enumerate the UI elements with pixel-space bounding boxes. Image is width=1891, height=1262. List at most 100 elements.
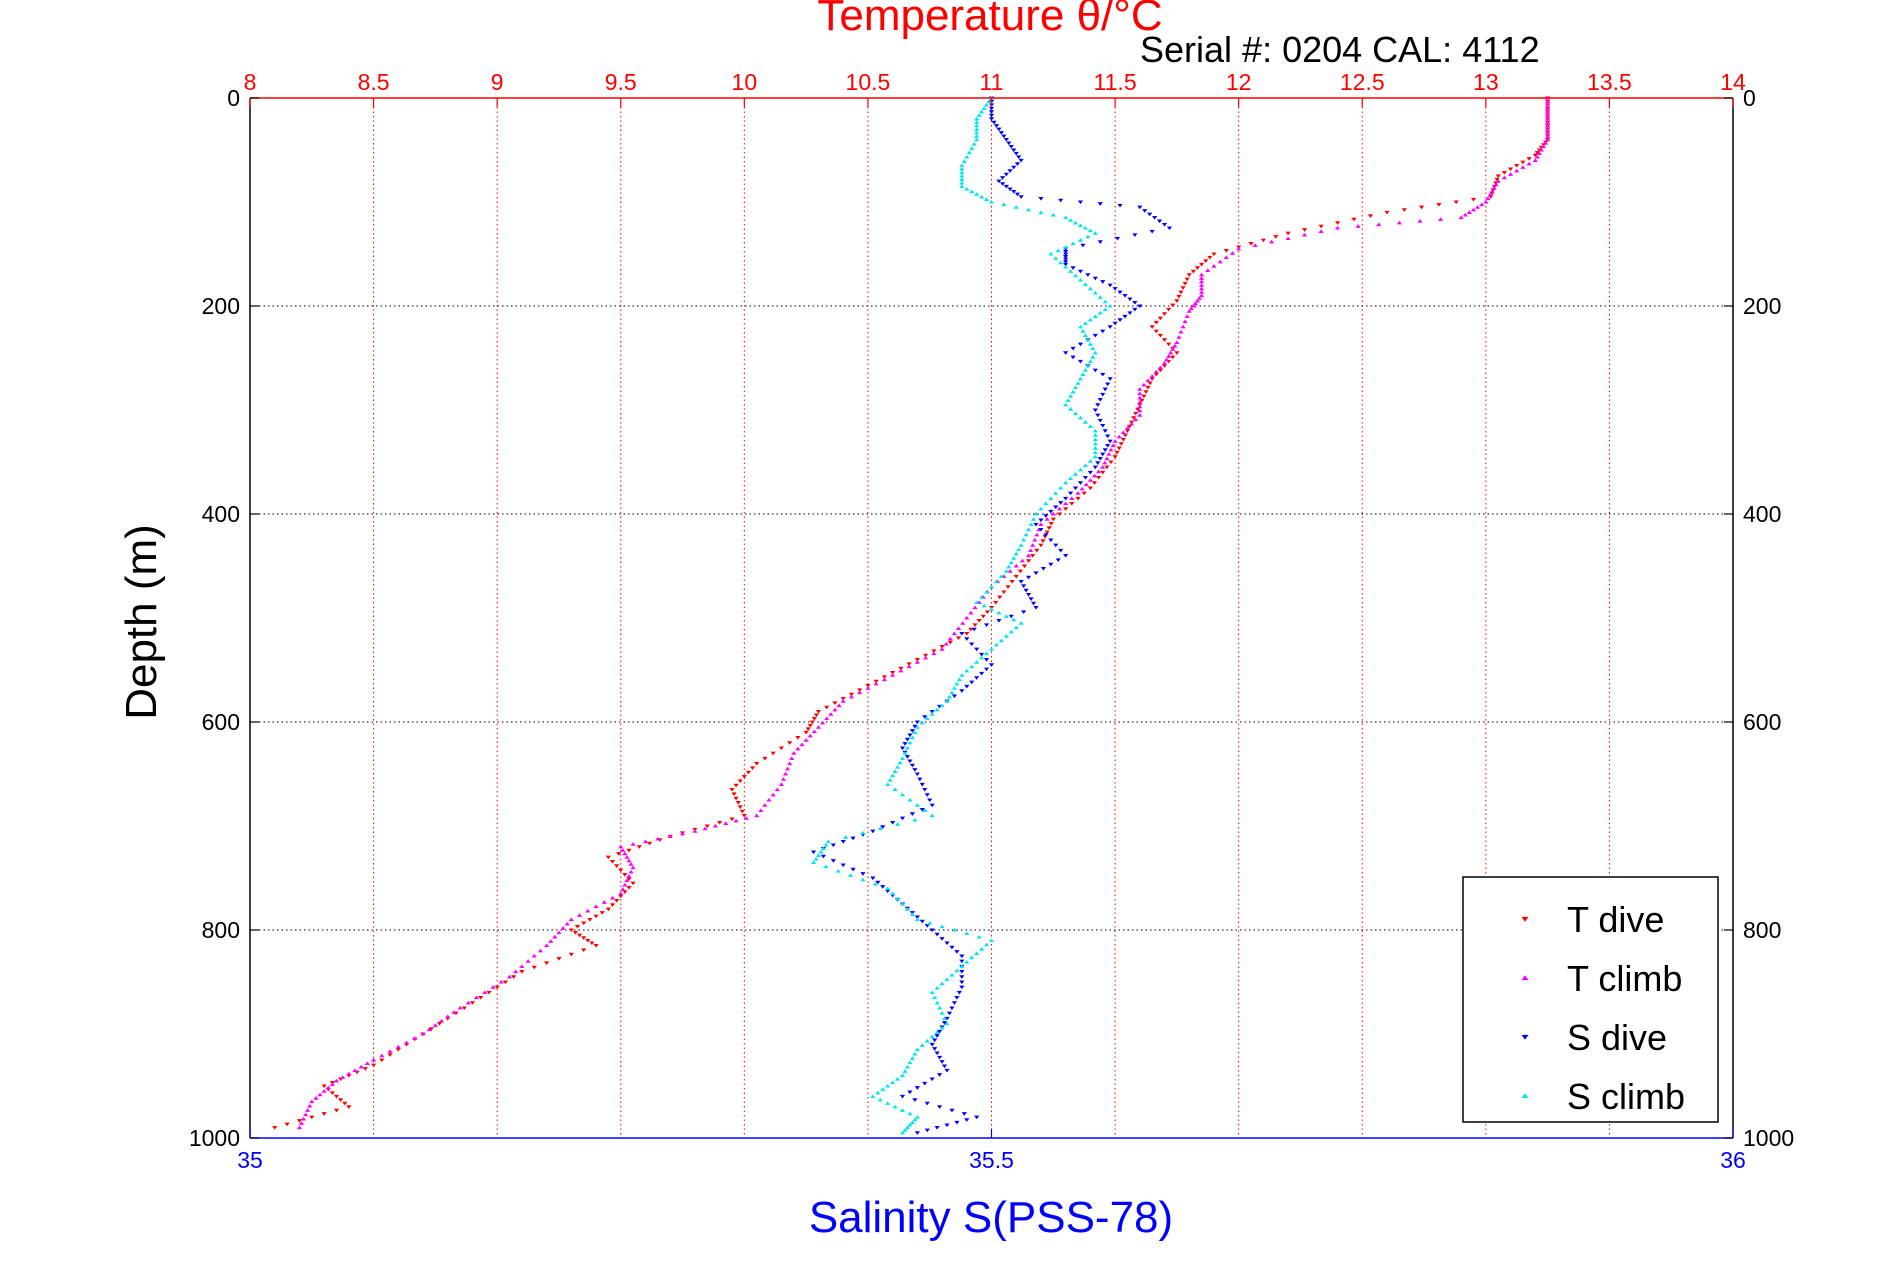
data-point [737, 779, 743, 784]
data-point [890, 1080, 896, 1085]
data-point [636, 845, 642, 849]
legend: T dive T climb S dive S climb [1462, 876, 1719, 1123]
data-point [605, 907, 611, 912]
data-point [1152, 216, 1158, 220]
data-point [626, 877, 632, 881]
data-point [1092, 454, 1098, 459]
data-point [1025, 207, 1032, 212]
data-point [723, 821, 729, 825]
data-point [955, 636, 962, 641]
data-point [626, 848, 632, 853]
data-point [1080, 329, 1086, 333]
data-point [568, 917, 574, 922]
data-point [1067, 269, 1074, 273]
data-point [704, 824, 710, 829]
data-point [1190, 303, 1196, 308]
depth-tick-label-right: 200 [1743, 293, 1781, 319]
data-point [1072, 472, 1079, 476]
data-point [1082, 225, 1089, 230]
data-point [624, 878, 630, 883]
data-point [959, 166, 965, 171]
data-point [1082, 321, 1089, 325]
data-point [924, 924, 930, 928]
data-point [1038, 522, 1044, 526]
data-point [1120, 437, 1126, 442]
data-point [1174, 340, 1180, 344]
data-point [1003, 569, 1009, 573]
data-point [1087, 286, 1093, 291]
data-point [929, 990, 935, 994]
data-point [936, 1073, 943, 1077]
data-point [1040, 539, 1046, 543]
data-point [959, 689, 965, 693]
data-point [329, 1091, 335, 1096]
data-point [1091, 481, 1098, 485]
data-point [897, 760, 903, 765]
data-point [907, 733, 913, 738]
data-point [1100, 329, 1106, 334]
data-point [813, 713, 820, 718]
data-point [890, 891, 896, 896]
data-point [1018, 580, 1024, 584]
data-point [899, 756, 906, 760]
data-point [951, 1001, 958, 1005]
data-point [525, 959, 531, 963]
data-point [955, 626, 962, 630]
temperature-tick-label: 10.5 [846, 69, 891, 95]
data-point [907, 797, 913, 802]
data-point [951, 631, 958, 636]
data-point [1223, 248, 1229, 253]
bottom-axis-title: Salinity S(PSS-78) [809, 1193, 1173, 1242]
data-point [907, 1060, 913, 1065]
data-point [1470, 197, 1477, 202]
data-point [899, 1108, 906, 1112]
data-point [1110, 443, 1116, 448]
data-point [1063, 257, 1069, 262]
data-point [1122, 294, 1128, 298]
data-point [1190, 269, 1196, 274]
data-point [944, 699, 950, 703]
data-point [795, 746, 801, 751]
depth-tick-label-left: 800 [202, 917, 240, 943]
data-point [944, 941, 950, 946]
data-point [1458, 215, 1464, 220]
data-point [1000, 176, 1006, 180]
data-point [988, 584, 995, 589]
temperature-tick-label: 11 [980, 69, 1004, 95]
data-point [1180, 324, 1186, 329]
data-point [428, 1027, 434, 1031]
depth-tick-label-left: 1000 [189, 1125, 240, 1151]
data-point [988, 113, 995, 118]
salinity-tick-label: 35.5 [969, 1147, 1014, 1173]
legend-label: T climb [1567, 958, 1682, 999]
data-point [307, 1103, 313, 1108]
data-point [1124, 426, 1131, 430]
data-point [828, 712, 834, 716]
data-point [865, 684, 871, 688]
data-point [988, 110, 995, 114]
data-point [1092, 437, 1098, 442]
data-point [912, 1117, 918, 1122]
data-point [1112, 287, 1118, 291]
data-point [1087, 478, 1093, 482]
data-point [1545, 127, 1551, 131]
data-point [576, 913, 583, 917]
data-point [820, 846, 827, 851]
data-point [865, 686, 871, 690]
data-point [1184, 277, 1190, 282]
data-point [1053, 491, 1059, 495]
data-point [1072, 411, 1079, 416]
data-point [1063, 255, 1069, 259]
data-point [1077, 481, 1084, 485]
data-point [922, 653, 929, 658]
data-point [1080, 372, 1086, 377]
data-point [1085, 363, 1091, 368]
data-point [960, 621, 966, 625]
data-point [628, 869, 634, 874]
data-point [949, 1006, 955, 1011]
data-point [914, 915, 920, 920]
data-point [1065, 398, 1071, 403]
data-point [568, 928, 574, 933]
data-point [1033, 571, 1039, 576]
data-point [907, 759, 913, 764]
